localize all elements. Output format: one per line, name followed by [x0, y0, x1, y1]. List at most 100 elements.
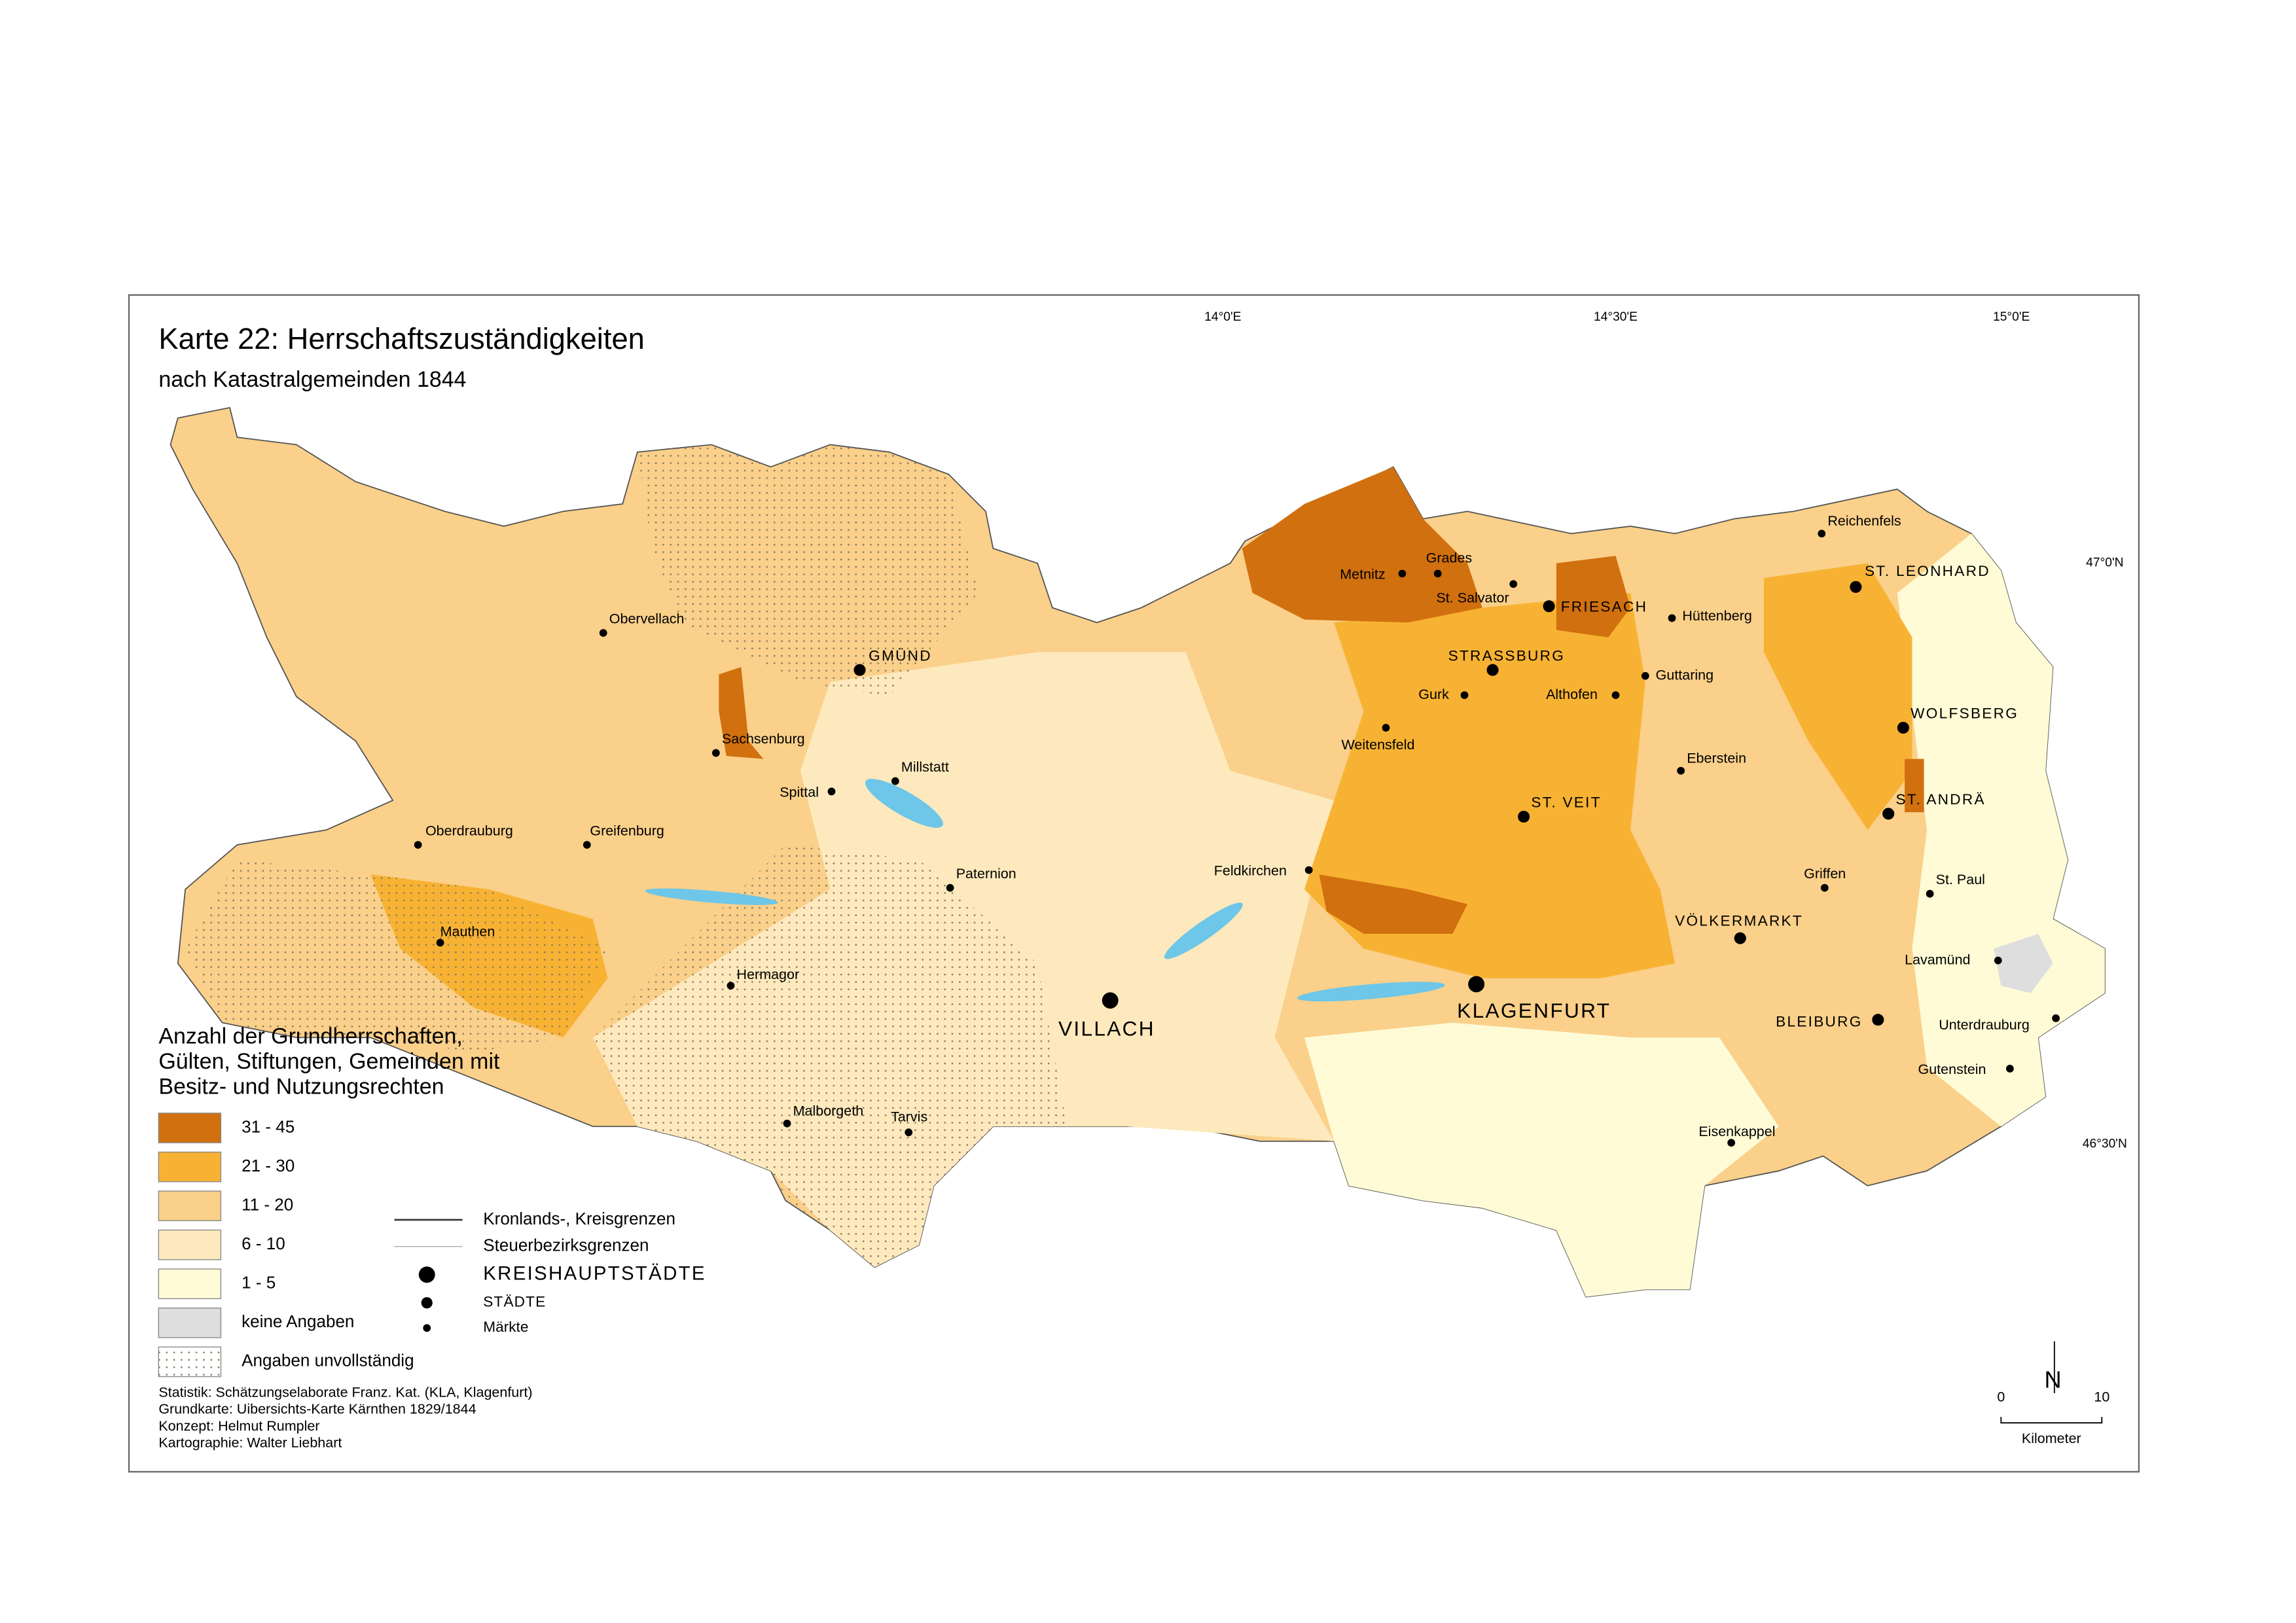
market-dot	[1818, 529, 1826, 538]
town-dot	[1518, 810, 1530, 823]
market-dot	[599, 629, 607, 637]
north-label: N	[2045, 1366, 2062, 1393]
place-label: Grades	[1426, 550, 1473, 566]
place-label: WOLFSBERG	[1910, 705, 2018, 722]
place-label: ST. LEONHARD	[1865, 563, 1990, 579]
legend-line-label: Steuerbezirksgrenzen	[483, 1236, 649, 1255]
place-label: Hermagor	[737, 967, 800, 982]
legend-title: Anzahl der Grundherrschaften,	[158, 1024, 463, 1048]
zone-no-data	[1994, 933, 2053, 993]
place-label: ST. ANDRÄ	[1896, 791, 1986, 808]
market-dot	[1382, 724, 1390, 732]
place-label: Unterdrauburg	[1939, 1017, 2030, 1033]
market-dot	[783, 1119, 791, 1128]
place-label: Spittal	[780, 784, 819, 800]
place-label: Millstatt	[901, 759, 949, 775]
place-label: Gurk	[1418, 687, 1449, 702]
market-dot	[1433, 569, 1442, 578]
place-label: Reichenfels	[1827, 513, 1901, 529]
longitude-label: 15°0'E	[1993, 310, 2030, 324]
market-dot	[1509, 580, 1518, 588]
longitude-label: 14°30'E	[1594, 310, 1638, 324]
market-dot	[1820, 883, 1829, 892]
lake	[865, 779, 943, 828]
market-dot	[1460, 691, 1469, 700]
place-label: ST. VEIT	[1531, 794, 1601, 811]
place-label: Metnitz	[1340, 566, 1385, 582]
places: Obervellach GMÜND Sachsenburg Millstatt Spit…	[414, 513, 2060, 1147]
scale-unit: Kilometer	[2022, 1431, 2081, 1446]
town-dot	[1734, 932, 1746, 944]
town-dot	[1872, 1014, 1884, 1026]
lake	[645, 888, 778, 905]
credit-line: Kartographie: Walter Liebhart	[158, 1435, 342, 1450]
market-dot	[2052, 1014, 2060, 1022]
zone-incomplete	[185, 859, 608, 1053]
legend-label: 31 - 45	[242, 1116, 295, 1136]
place-label: Lavamünd	[1905, 952, 1970, 967]
place-label: GMÜND	[869, 647, 932, 664]
zone-21-30-east	[1763, 563, 1912, 830]
place-label: Althofen	[1546, 687, 1598, 702]
legend-swatch	[158, 1113, 222, 1143]
zone-31-45-sachsenburg	[719, 667, 764, 759]
town-dot	[1102, 992, 1119, 1009]
legend-label: 11 - 20	[242, 1195, 293, 1215]
zone-1-5-east	[1897, 533, 2105, 1127]
legend-symbol-label: KREISHAUPTSTÄDTE	[483, 1262, 706, 1284]
place-label: Eisenkappel	[1698, 1124, 1775, 1139]
legend-title: Gülten, Stiftungen, Gemeinden mit	[158, 1049, 500, 1074]
legend-swatch	[158, 1151, 222, 1183]
legend-symbol-label: STÄDTE	[483, 1294, 546, 1310]
region-map	[170, 406, 2106, 1298]
market-dot	[1994, 956, 2002, 965]
zone-incomplete	[592, 844, 1067, 1268]
market-dot	[1668, 614, 1676, 622]
place-label: Paternion	[956, 866, 1016, 882]
legend-symbol	[418, 1266, 435, 1283]
zone-21-30	[1304, 592, 1676, 978]
place-label: Guttaring	[1656, 667, 1713, 683]
place-label: Sachsenburg	[722, 731, 805, 747]
zone-incomplete	[637, 444, 978, 697]
market-dot	[2006, 1065, 2014, 1073]
market-dot	[1727, 1139, 1736, 1147]
longitude-label: 14°0'E	[1204, 310, 1241, 324]
place-label: Tarvis	[891, 1109, 927, 1124]
market-dot	[1611, 691, 1620, 700]
scale-line	[2000, 1417, 2103, 1424]
place-label: Gutenstein	[1918, 1061, 1986, 1077]
market-dot	[726, 982, 735, 990]
town-dot	[1486, 664, 1499, 676]
legend-label: 21 - 30	[242, 1156, 295, 1175]
legend-symbol-label: Märkte	[483, 1319, 528, 1335]
zone-31-45-south	[1319, 874, 1468, 934]
legend-label: 1 - 5	[242, 1273, 276, 1293]
zone-31-45-east	[1905, 758, 1924, 813]
latitude-label: 47°0'N	[2086, 556, 2123, 570]
legend-label: keine Angaben	[242, 1311, 354, 1331]
market-dot	[1398, 569, 1407, 578]
market-dot	[583, 841, 591, 849]
place-label: Greifenburg	[590, 823, 664, 838]
place-label: FRIESACH	[1561, 599, 1648, 615]
town-dot	[1543, 600, 1555, 613]
subtitle: nach Katastralgemeinden 1844	[158, 367, 466, 392]
place-label: Oberdrauburg	[425, 823, 513, 838]
market-dot	[905, 1128, 913, 1137]
town-dot	[1468, 976, 1485, 993]
market-dot	[946, 883, 954, 892]
market-dot	[1677, 766, 1685, 775]
legend-symbol	[423, 1324, 431, 1332]
place-label: KLAGENFURT	[1457, 999, 1611, 1022]
town-dot	[853, 664, 866, 676]
legend-swatch	[158, 1346, 222, 1378]
place-label: Hüttenberg	[1682, 608, 1751, 624]
market-dot	[436, 938, 444, 947]
place-label: BLEIBURG	[1776, 1014, 1863, 1030]
town-dot	[1882, 808, 1895, 820]
market-dot	[1926, 889, 1934, 898]
place-label: STRASSBURG	[1448, 647, 1566, 664]
legend-line-label: Kronlands-, Kreisgrenzen	[483, 1209, 675, 1228]
